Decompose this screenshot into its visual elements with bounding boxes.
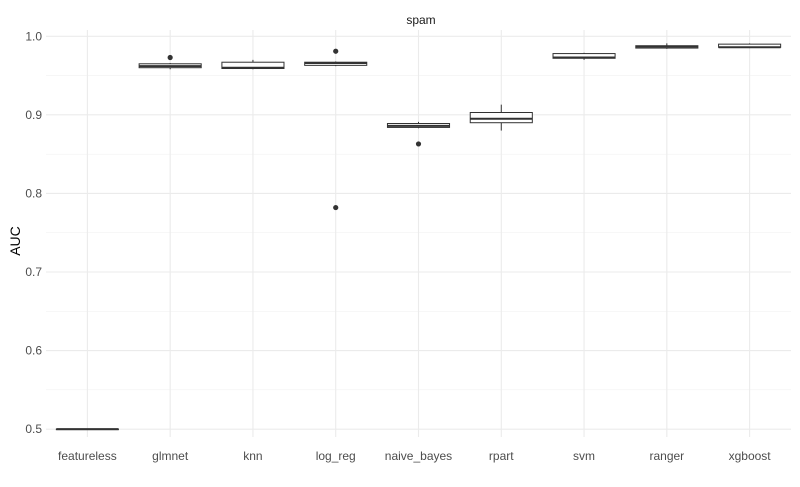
y-tick-label: 0.6 — [25, 344, 42, 358]
box-rpart — [469, 104, 533, 131]
outlier-point — [333, 48, 339, 54]
box-series — [55, 43, 782, 431]
y-tick-label: 0.8 — [25, 186, 42, 200]
x-tick-label: log_reg — [316, 449, 356, 463]
y-axis-title: AUC — [7, 226, 23, 256]
y-tick-label: 1.0 — [25, 29, 42, 43]
y-axis-ticks: 0.5 0.6 0.7 0.8 0.9 1.0 — [25, 29, 42, 436]
box-body — [469, 112, 533, 124]
box-glmnet — [138, 54, 202, 70]
y-tick-label: 0.7 — [25, 265, 42, 279]
x-tick-label: glmnet — [152, 449, 189, 463]
x-tick-label: xgboost — [729, 449, 772, 463]
x-tick-label: knn — [243, 449, 262, 463]
facet-title: spam — [406, 13, 435, 27]
x-tick-label: svm — [573, 449, 595, 463]
box-knn — [221, 59, 285, 70]
box-log_reg — [304, 48, 368, 211]
outlier-point — [415, 141, 422, 147]
y-tick-label: 0.5 — [25, 422, 42, 436]
box-ranger — [635, 43, 699, 49]
x-tick-label: ranger — [649, 449, 684, 463]
outlier-point — [333, 204, 339, 211]
x-tick-label: naive_bayes — [385, 449, 452, 463]
box-naive_bayes — [386, 121, 451, 147]
box-xgboost — [718, 43, 782, 49]
outlier-point — [167, 54, 173, 61]
x-axis-ticks: featureless glmnet knn log_reg naive_bayes rp… — [58, 449, 771, 463]
x-tick-label: rpart — [489, 449, 514, 463]
x-tick-label: featureless — [58, 449, 117, 463]
y-tick-label: 0.9 — [25, 108, 42, 122]
grid-lines — [46, 30, 791, 437]
box-svm — [552, 52, 616, 60]
box-featureless — [55, 428, 119, 431]
